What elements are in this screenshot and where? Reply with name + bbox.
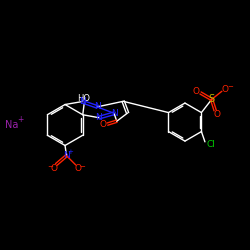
Text: Na: Na	[5, 120, 18, 130]
Text: O: O	[222, 85, 229, 94]
Text: O: O	[50, 164, 58, 173]
Text: −: −	[79, 164, 85, 170]
Text: HO: HO	[77, 94, 90, 103]
Text: +: +	[67, 149, 73, 155]
Text: O: O	[75, 164, 82, 173]
Text: +: +	[17, 115, 23, 124]
Text: −: −	[227, 84, 233, 90]
Text: N: N	[94, 102, 100, 111]
Text: O: O	[99, 120, 106, 128]
Text: −: −	[47, 164, 53, 170]
Text: Cl: Cl	[207, 140, 216, 149]
Text: S: S	[208, 94, 215, 104]
Text: O: O	[213, 110, 220, 120]
Text: O: O	[193, 87, 200, 96]
Text: N: N	[96, 113, 102, 122]
Text: N: N	[63, 151, 70, 160]
Text: N: N	[111, 109, 117, 118]
Text: N: N	[79, 97, 86, 106]
